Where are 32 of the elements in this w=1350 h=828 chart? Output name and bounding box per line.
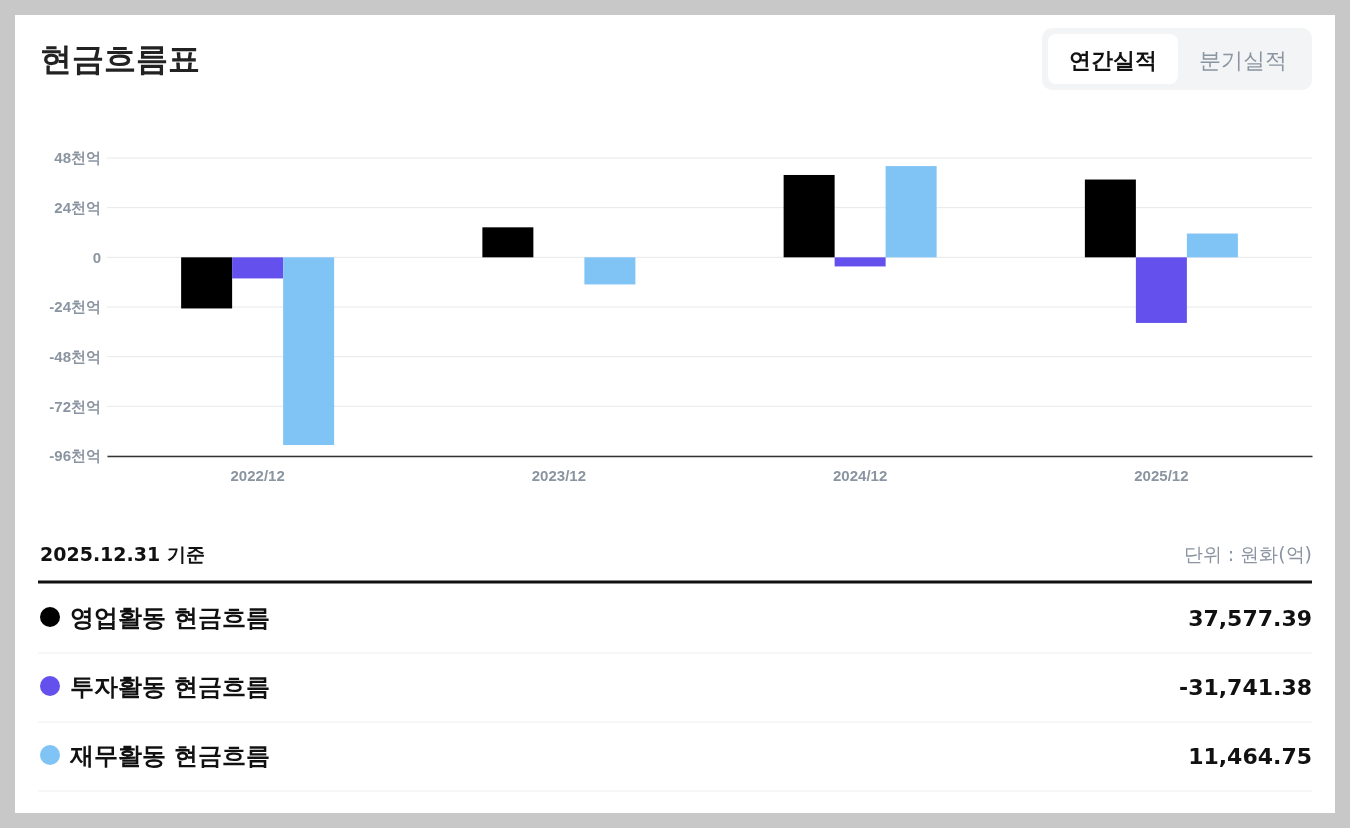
bar bbox=[1084, 179, 1136, 258]
bar bbox=[783, 174, 835, 258]
text: 37,577.39 bbox=[1188, 606, 1312, 631]
x-tick-label: 2023/12 bbox=[531, 466, 586, 484]
y-tick-label: -96천억 bbox=[49, 447, 101, 465]
text: -31,741.38 bbox=[1179, 675, 1312, 700]
y-tick-label: -72천억 bbox=[49, 397, 101, 415]
bar bbox=[283, 257, 335, 446]
bar bbox=[482, 227, 534, 258]
tab-switch: 연간실적 분기실적 bbox=[1042, 28, 1312, 90]
y-tick-label: -24천억 bbox=[49, 298, 101, 316]
text: 단위 : 원화(억) bbox=[1183, 543, 1312, 565]
x-tick-label: 2024/12 bbox=[833, 466, 888, 484]
text: 11,464.75 bbox=[1188, 744, 1312, 769]
text: 2025.12.31 기준 bbox=[40, 543, 205, 565]
bar bbox=[232, 257, 284, 279]
bar bbox=[1135, 257, 1187, 323]
bar bbox=[1186, 233, 1238, 258]
y-tick-label: 0 bbox=[92, 248, 101, 266]
x-tick-label: 2022/12 bbox=[230, 466, 285, 484]
bar bbox=[834, 257, 886, 267]
legend-label: 영업활동 현금흐름 bbox=[70, 604, 271, 632]
y-tick-label: 48천억 bbox=[54, 149, 101, 167]
y-tick-label: -48천억 bbox=[49, 347, 101, 365]
legend-label: 재무활동 현금흐름 bbox=[69, 742, 271, 770]
y-tick-label: 24천억 bbox=[54, 198, 101, 216]
bar bbox=[584, 257, 636, 285]
legend-label: 투자활동 현금흐름 bbox=[70, 673, 271, 701]
chart-title: 현금흐름표 bbox=[40, 40, 200, 78]
bar bbox=[181, 257, 233, 309]
x-tick-label: 2025/12 bbox=[1134, 466, 1189, 484]
bar bbox=[885, 166, 937, 258]
